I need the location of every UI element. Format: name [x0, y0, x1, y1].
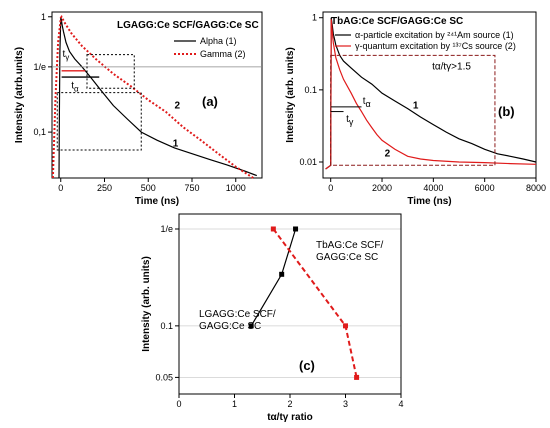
x-tick-label: 6000 — [475, 183, 495, 193]
plot-frame — [51, 11, 263, 179]
x-tick-label: 1 — [232, 399, 237, 409]
series-label-lgagg: LGAGG:Ce SCF/GAGG:Ce SC — [199, 309, 276, 332]
x-tick-label: 1000 — [226, 183, 246, 193]
zoom-box-small — [86, 54, 135, 89]
x-tick-label: 2 — [287, 399, 292, 409]
data-point — [293, 226, 299, 232]
x-tick-label: 4 — [398, 399, 403, 409]
y-tick-label: 1/e — [33, 62, 46, 72]
series-line-2 — [51, 14, 254, 179]
plot-frame — [322, 11, 537, 179]
y-axis-label: Intensity (arb. units) — [285, 47, 296, 143]
ratio-label: tα/tγ>1.5 — [432, 62, 471, 73]
data-point — [343, 323, 348, 329]
panel-label: (c) — [299, 358, 315, 373]
series-line-2 — [325, 19, 537, 170]
legend-label-gamma: Gamma (2) — [200, 49, 246, 59]
y-tick-label: 1 — [41, 12, 46, 22]
y-axis-label: Intensity (arb. units) — [141, 256, 152, 352]
y-axis-label: Intensity (atrb.units) — [14, 47, 25, 143]
legend-label-gamma: γ-quantum excitation by ¹³⁷Cs source (2) — [355, 41, 516, 51]
gamma-decay-label: tγ — [63, 49, 70, 62]
x-tick-label: 250 — [97, 183, 112, 193]
alpha-decay-label: tα — [363, 96, 371, 109]
x-tick-label: 3 — [343, 399, 348, 409]
gamma-decay-label: tγ — [346, 114, 354, 127]
y-tick-label: 0.1 — [160, 321, 173, 331]
legend-label-alpha: Alpha (1) — [200, 36, 237, 46]
curve-label-2: 2 — [175, 101, 181, 112]
x-axis-label: Time (ns) — [135, 196, 179, 207]
series-label-tbag: TbAG:Ce SCF/GAGG:Ce SC — [316, 240, 383, 263]
x-tick-label: 0 — [328, 183, 333, 193]
x-tick-label: 750 — [184, 183, 199, 193]
x-tick-label: 0 — [58, 183, 63, 193]
x-axis-label: tα/tγ ratio — [267, 412, 313, 423]
chart-title: LGAGG:Ce SCF/GAGG:Ce SC — [117, 20, 259, 31]
y-tick-label: 1 — [312, 13, 317, 23]
y-tick-label: 0,1 — [33, 127, 46, 137]
panel-label: (b) — [498, 104, 515, 119]
data-point — [270, 226, 276, 232]
y-tick-label: 0.05 — [155, 372, 173, 382]
zoom-box-large — [56, 92, 142, 151]
chart-panel-b: 0 2000 4000 6000 8000 1 0.1 0.01 Time (ns) Intens… — [285, 11, 546, 207]
y-tick-label: 1/e — [160, 224, 173, 234]
panel-label: (a) — [202, 94, 218, 109]
x-tick-label: 500 — [141, 183, 156, 193]
curve-label-1: 1 — [173, 139, 179, 150]
legend-label-alpha: α-particle excitation by ²⁴¹Am source (1… — [355, 30, 514, 40]
curve-label-2: 2 — [385, 148, 391, 159]
alpha-decay-label: tα — [71, 80, 79, 93]
data-point — [279, 271, 285, 277]
x-axis-label: Time (ns) — [407, 196, 451, 207]
x-tick-label: 4000 — [423, 183, 443, 193]
data-point — [248, 323, 254, 329]
curve-label-1: 1 — [413, 101, 419, 112]
x-tick-label: 8000 — [526, 183, 546, 193]
y-tick-label: 0.1 — [304, 85, 317, 95]
zoom-box — [330, 54, 496, 166]
data-point — [354, 374, 360, 380]
chart-panel-c: 0 1 2 3 4 1/e 0.1 0.05 tα/tγ ratio Intensity (arb… — [141, 213, 404, 423]
y-tick-label: 0.01 — [299, 157, 317, 167]
series-line-1 — [325, 17, 537, 170]
x-tick-label: 2000 — [372, 183, 392, 193]
x-tick-label: 0 — [176, 399, 181, 409]
chart-title: TbAG:Ce SCF/GAGG:Ce SC — [331, 16, 463, 27]
chart-panel-a: 0 250 500 750 1000 1 1/e 0,1 Time (ns) Intensity … — [14, 11, 263, 207]
